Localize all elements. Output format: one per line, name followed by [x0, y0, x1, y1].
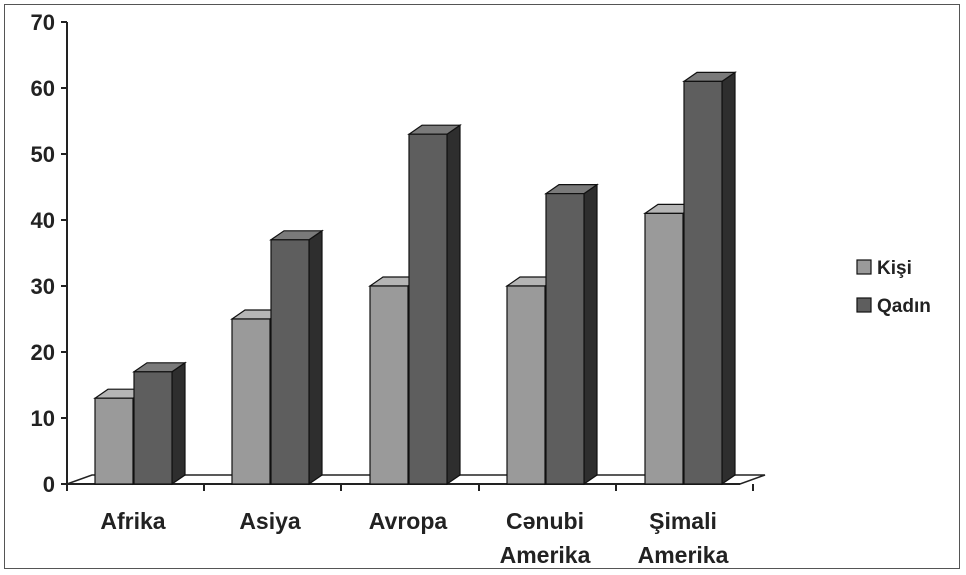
- y-tick-label: 50: [31, 142, 55, 167]
- bar: [94, 397, 134, 485]
- bar: [683, 80, 723, 485]
- bar: [369, 285, 409, 485]
- x-category-label: Şimali: [649, 508, 717, 534]
- bar: [644, 212, 684, 485]
- bar-side: [446, 124, 461, 486]
- y-tick-label: 10: [31, 406, 55, 431]
- bar-side: [308, 229, 323, 486]
- y-tick-label: 0: [43, 472, 55, 497]
- y-tick-label: 30: [31, 274, 55, 299]
- y-tick-label: 40: [31, 208, 55, 233]
- legend-swatch: [856, 259, 872, 275]
- bar: [270, 239, 310, 485]
- y-tick-label: 70: [31, 10, 55, 35]
- bar: [545, 193, 585, 485]
- y-tick-label: 60: [31, 76, 55, 101]
- x-category-label: Amerika: [638, 542, 729, 568]
- y-tick-label: 20: [31, 340, 55, 365]
- bar-side: [583, 183, 598, 486]
- bar-side: [721, 71, 736, 486]
- x-category-label: Afrika: [100, 508, 165, 534]
- x-category-label: Amerika: [500, 542, 591, 568]
- x-category-label: Cənubi: [506, 508, 584, 534]
- bar: [506, 285, 546, 485]
- bar: [408, 133, 448, 485]
- legend-label: Kişi: [877, 258, 912, 279]
- x-category-label: Avropa: [369, 508, 448, 534]
- bar: [231, 318, 271, 485]
- legend-label: Qadın: [877, 296, 931, 317]
- legend-swatch: [856, 297, 872, 313]
- bar: [133, 371, 173, 485]
- x-category-label: Asiya: [239, 508, 301, 534]
- bar-side: [171, 361, 186, 486]
